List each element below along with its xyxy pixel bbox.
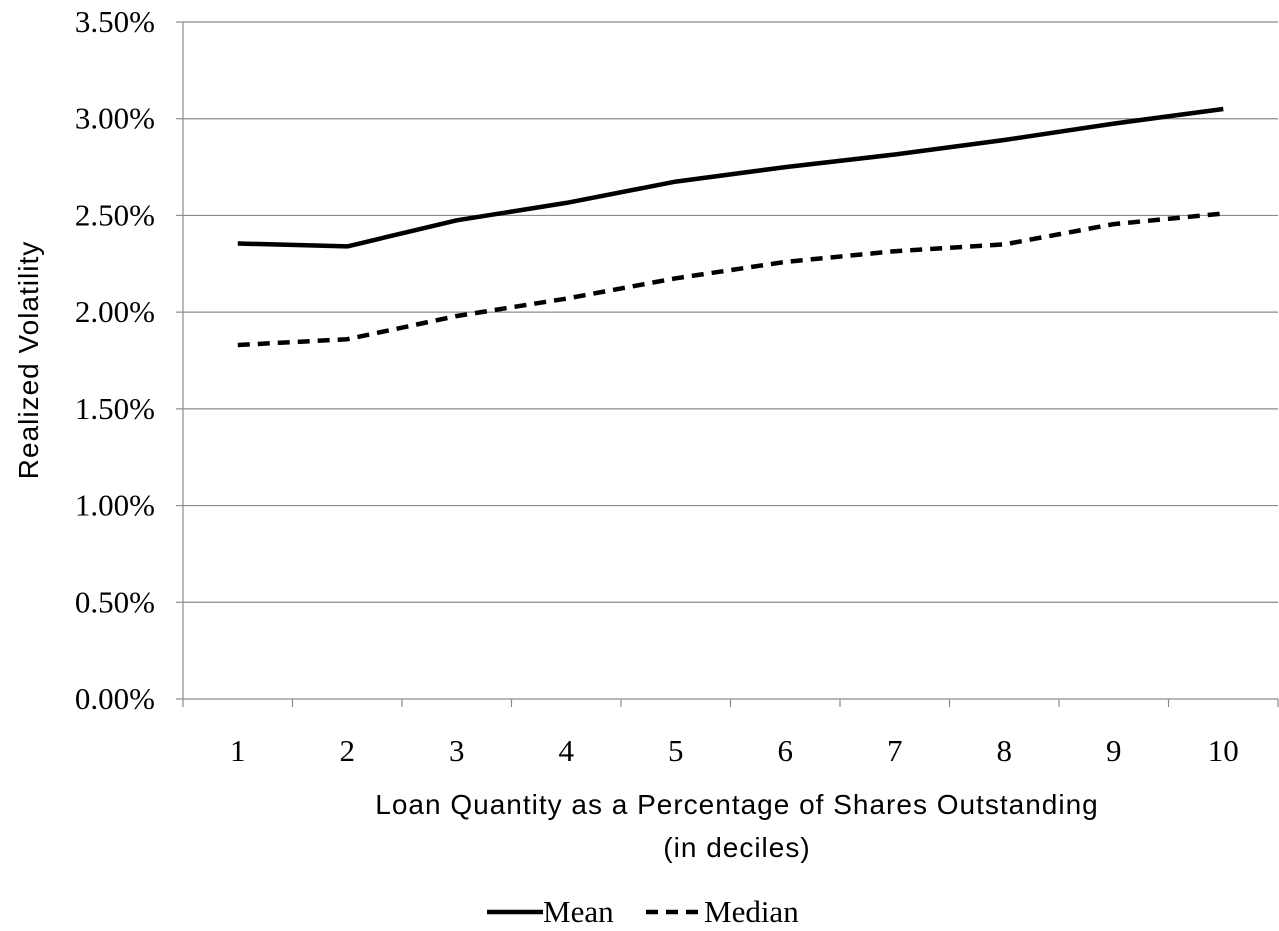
legend: Mean Median [487, 894, 799, 929]
x-tick-label: 3 [449, 733, 465, 768]
x-axis-title-line1: Loan Quantity as a Percentage of Shares … [375, 789, 1098, 820]
x-tick-label: 8 [997, 733, 1013, 768]
legend-label-mean: Mean [543, 894, 614, 929]
y-tick-label: 0.50% [75, 584, 155, 619]
x-tick-label: 5 [668, 733, 684, 768]
series-line-median [237, 211, 1224, 348]
x-tick-label: 10 [1208, 733, 1239, 768]
series-line-mean [237, 106, 1224, 249]
x-tick-label: 7 [887, 733, 903, 768]
y-tick-label: 2.00% [75, 294, 155, 329]
x-tick-label: 9 [1106, 733, 1122, 768]
x-tick-label: 1 [230, 733, 246, 768]
x-tick-label: 6 [778, 733, 794, 768]
y-tick-label: 3.00% [75, 101, 155, 136]
legend-label-median: Median [704, 894, 799, 929]
axes [176, 21, 1279, 707]
y-tick-label: 1.50% [75, 391, 155, 426]
x-tick-label: 4 [559, 733, 575, 768]
y-tick-label: 3.50% [75, 4, 155, 39]
series-lines [237, 106, 1224, 348]
x-tick-labels: 1 2 3 4 5 6 7 8 9 10 [230, 733, 1239, 768]
gridlines [183, 21, 1278, 603]
y-tick-label: 1.00% [75, 488, 155, 523]
x-tick-label: 2 [340, 733, 356, 768]
y-axis-title: Realized Volatility [13, 241, 44, 479]
y-tick-labels: 0.00% 0.50% 1.00% 1.50% 2.00% 2.50% 3.00% 3.50% [75, 4, 155, 716]
y-tick-label: 2.50% [75, 197, 155, 232]
x-axis-title-line2: (in deciles) [663, 832, 810, 863]
y-tick-label: 0.00% [75, 681, 155, 716]
